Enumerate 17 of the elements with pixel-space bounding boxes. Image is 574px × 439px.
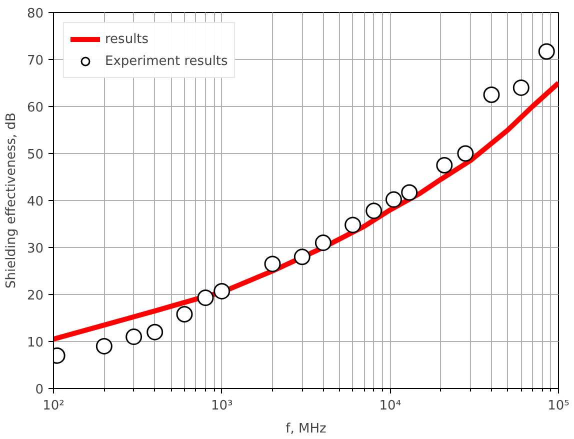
y-tick-label: 30 [26,242,44,256]
x-tick-label: 10⁵ [548,398,570,414]
x-tick-label: 10³ [210,398,233,414]
y-tick-label: 20 [26,288,44,304]
y-tick-label: 0 [35,382,44,398]
legend-label: Experiment results [105,54,228,68]
x-axis-title: f, MHz [286,422,327,436]
y-tick-label: 40 [26,194,44,210]
legend-label: results [105,32,149,46]
y-tick-label: 70 [26,54,44,68]
y-tick-label: 10 [26,336,44,350]
y-tick-label: 60 [26,100,44,116]
y-tick-label: 80 [26,6,44,22]
y-tick-label: 50 [26,148,44,162]
x-tick-label: 10⁴ [379,398,402,414]
x-tick-label: 10² [42,398,64,414]
y-axis-title: Shielding effectiveness, dB [4,112,19,288]
